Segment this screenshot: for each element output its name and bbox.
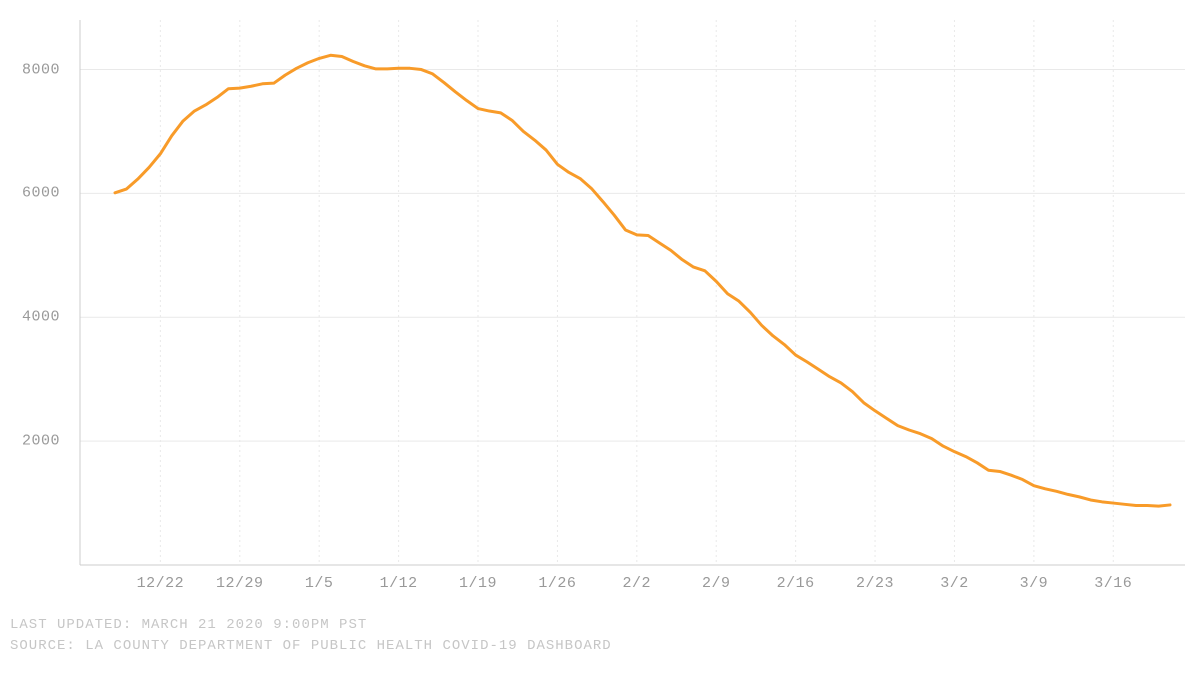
y-tick-label: 8000 (22, 61, 60, 78)
x-tick-label: 1/19 (459, 575, 497, 592)
y-axis: 2000 4000 6000 8000 (10, 20, 70, 565)
y-tick-label: 6000 (22, 185, 60, 202)
x-tick-label: 12/29 (216, 575, 264, 592)
x-axis: 12/22 12/29 1/5 1/12 1/19 1/26 2/2 2/9 2/16 2/23 3… (80, 575, 1185, 595)
x-tick-label: 2/23 (856, 575, 894, 592)
x-tick-label: 3/9 (1020, 575, 1049, 592)
plot-svg (80, 20, 1185, 565)
last-updated-text: LAST UPDATED: MARCH 21 2020 9:00PM PST (10, 615, 612, 636)
source-text: SOURCE: LA COUNTY DEPARTMENT OF PUBLIC H… (10, 636, 612, 657)
x-tick-label: 2/2 (623, 575, 652, 592)
line-chart: 2000 4000 6000 8000 12/22 12/29 1/5 1/12 1/19 1/… (10, 20, 1190, 600)
plot-area (80, 20, 1185, 565)
x-tick-label: 1/26 (538, 575, 576, 592)
x-tick-label: 1/12 (380, 575, 418, 592)
x-tick-label: 3/2 (940, 575, 969, 592)
y-tick-label: 2000 (22, 433, 60, 450)
x-tick-label: 1/5 (305, 575, 334, 592)
x-tick-label: 3/16 (1094, 575, 1132, 592)
chart-footer: LAST UPDATED: MARCH 21 2020 9:00PM PST S… (10, 615, 612, 657)
y-tick-label: 4000 (22, 309, 60, 326)
x-tick-label: 2/16 (777, 575, 815, 592)
x-tick-label: 12/22 (137, 575, 185, 592)
x-tick-label: 2/9 (702, 575, 731, 592)
